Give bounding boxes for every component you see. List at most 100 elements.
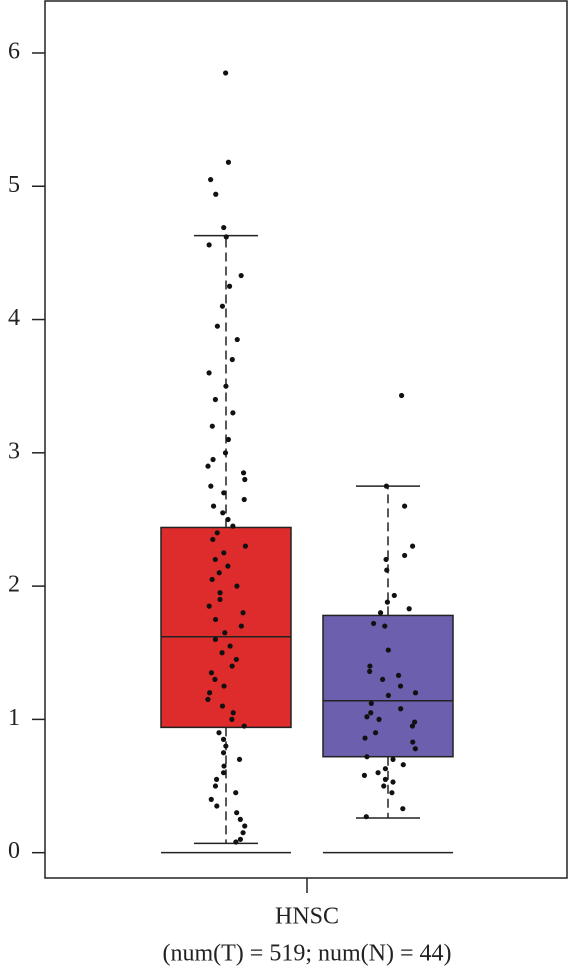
data-point [242,823,248,829]
y-tick-label: 6 [8,38,20,64]
data-point [230,523,236,529]
data-point [212,396,219,403]
data-point [377,610,384,616]
data-point [212,676,218,683]
data-point [406,606,412,612]
data-point [223,234,229,240]
data-point [229,716,235,722]
data-point [213,776,220,782]
data-point [400,806,406,812]
data-point [367,668,373,675]
data-point [400,762,406,768]
data-point [402,503,408,509]
subtitle: (num(T) = 519; num(N) = 44) [162,941,451,967]
data-point [225,159,232,165]
data-point [364,714,370,720]
data-point [208,670,215,676]
data-point [208,796,214,802]
data-point [236,756,243,762]
data-point [206,370,212,376]
data-point [390,779,396,785]
data-point [225,563,231,569]
data-point [217,596,223,603]
data-point [240,470,247,476]
data-point [234,336,240,343]
data-point [375,770,381,776]
data-point [212,783,219,789]
data-point [212,556,218,563]
data-point [207,690,213,696]
data-point [382,766,389,772]
data-point [368,700,374,706]
box [160,526,292,729]
data-point [233,839,239,845]
data-point [380,676,386,683]
data-point [214,803,220,809]
data-point [242,543,249,549]
data-point [219,703,226,709]
data-point [385,647,391,653]
data-point [210,456,216,463]
data-point [240,830,246,836]
data-point [216,570,222,576]
data-point [208,483,214,489]
data-point [410,739,416,745]
plot-frame [44,0,568,879]
data-point [385,692,392,699]
data-point [412,690,419,696]
data-point [240,610,246,616]
data-point [212,636,219,643]
data-point [409,723,416,729]
y-tick-label: 4 [8,305,20,331]
data-point [381,783,387,789]
data-point [389,790,395,796]
data-point [221,683,227,689]
y-tick-label: 2 [8,572,20,598]
data-point [219,650,225,656]
data-point [216,730,222,736]
data-point [384,567,390,573]
data-point [214,530,220,536]
data-point [227,643,233,649]
data-point [222,630,228,636]
data-point [225,436,232,443]
data-point [368,710,374,716]
data-point [241,496,247,503]
data-point [382,776,388,782]
y-tick-label: 0 [8,838,20,864]
data-point [382,623,388,629]
x-tick-label: HNSC [275,904,339,930]
data-point [372,730,379,736]
data-point [370,620,377,627]
data-point [212,616,219,623]
data-point [225,516,231,523]
data-point [210,503,217,509]
data-point [412,746,418,752]
data-point [384,599,391,605]
data-point [221,224,227,231]
data-point [237,816,243,822]
data-point [229,663,235,669]
data-point [390,756,396,762]
data-point [233,790,239,796]
data-point [226,283,233,289]
data-point [213,191,219,197]
data-point [221,763,227,769]
data-point [383,556,389,563]
data-point [209,423,215,429]
data-point [219,303,226,309]
data-point [391,592,397,599]
data-point [242,476,248,483]
y-tick-label: 5 [8,172,20,198]
data-point [229,356,235,363]
data-point [383,483,390,489]
data-point [210,536,216,543]
box [322,614,454,758]
data-point [376,716,382,722]
data-point [220,510,226,516]
data-point [367,663,373,669]
data-point [234,810,240,816]
data-point [222,450,229,456]
data-point [363,814,369,820]
data-point [223,383,229,389]
